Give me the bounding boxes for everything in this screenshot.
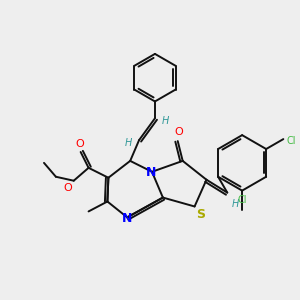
Text: Cl: Cl xyxy=(237,196,247,206)
Text: N: N xyxy=(122,212,132,225)
Text: N: N xyxy=(146,166,156,179)
Text: Cl: Cl xyxy=(286,136,296,146)
Text: H: H xyxy=(231,199,239,208)
Text: H: H xyxy=(125,138,132,148)
Text: S: S xyxy=(196,208,206,221)
Text: H: H xyxy=(162,116,169,126)
Text: O: O xyxy=(174,127,183,137)
Text: O: O xyxy=(75,139,84,149)
Text: O: O xyxy=(63,183,72,193)
